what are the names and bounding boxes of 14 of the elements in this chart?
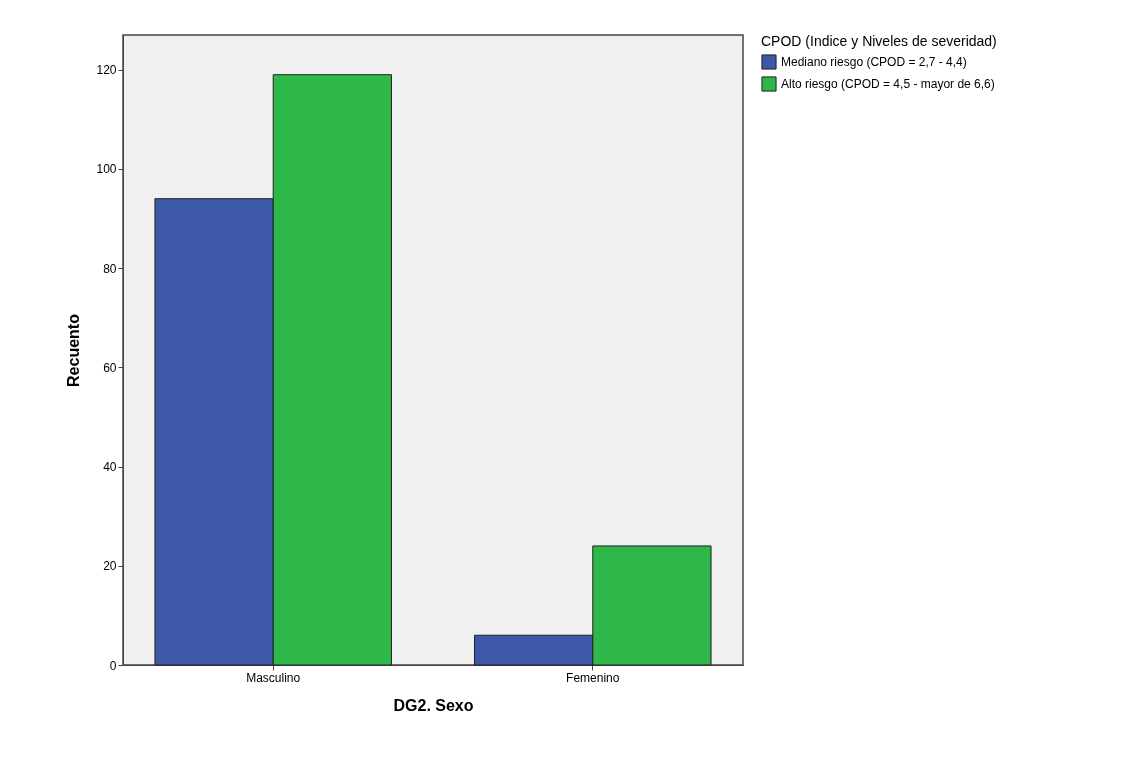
y-tick-label: 80	[103, 261, 117, 276]
y-tick-label: 120	[96, 63, 117, 78]
legend-title: CPOD (Indice y Niveles de severidad)	[761, 33, 997, 49]
x-axis-title: DG2. Sexo	[393, 696, 474, 714]
y-axis-title: Recuento	[65, 313, 83, 387]
x-tick-label: Femenino	[566, 670, 620, 685]
y-tick-label: 40	[103, 460, 117, 475]
y-tick-label: 60	[103, 360, 117, 375]
x-tick-label: Masculino	[246, 670, 301, 685]
y-tick-label: 100	[96, 162, 117, 177]
y-tick-label: 0	[109, 658, 117, 673]
legend-label: Mediano riesgo (CPOD = 2,7 - 4,4)	[781, 55, 967, 69]
y-tick-label: 20	[103, 559, 117, 574]
legend-label: Alto riesgo (CPOD = 4,5 - mayor de 6,6)	[781, 77, 995, 91]
